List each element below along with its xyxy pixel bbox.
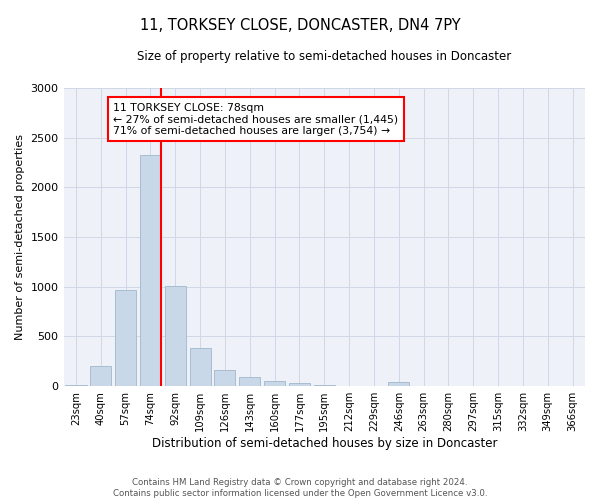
Bar [140, 156, 161, 386]
Bar [388, 382, 409, 386]
Bar [190, 348, 211, 386]
Bar [214, 370, 235, 386]
X-axis label: Distribution of semi-detached houses by size in Doncaster: Distribution of semi-detached houses by … [152, 437, 497, 450]
Bar [314, 385, 335, 386]
Text: 11, TORKSEY CLOSE, DONCASTER, DN4 7PY: 11, TORKSEY CLOSE, DONCASTER, DN4 7PY [140, 18, 460, 32]
Bar [65, 385, 86, 386]
Title: Size of property relative to semi-detached houses in Doncaster: Size of property relative to semi-detach… [137, 50, 511, 63]
Bar [289, 383, 310, 386]
Bar [115, 290, 136, 386]
Bar [90, 366, 112, 386]
Y-axis label: Number of semi-detached properties: Number of semi-detached properties [15, 134, 25, 340]
Bar [239, 378, 260, 386]
Text: Contains HM Land Registry data © Crown copyright and database right 2024.
Contai: Contains HM Land Registry data © Crown c… [113, 478, 487, 498]
Text: 11 TORKSEY CLOSE: 78sqm
← 27% of semi-detached houses are smaller (1,445)
71% of: 11 TORKSEY CLOSE: 78sqm ← 27% of semi-de… [113, 102, 398, 136]
Bar [264, 380, 285, 386]
Bar [165, 286, 186, 386]
